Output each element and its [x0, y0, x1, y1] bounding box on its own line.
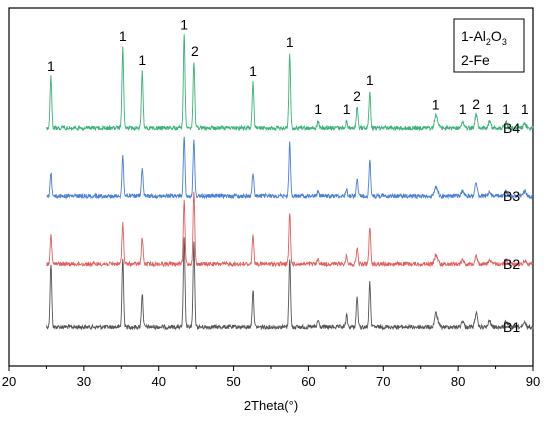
legend-entry-fe: 2-Fe: [461, 52, 490, 68]
x-tick-label: 50: [226, 374, 240, 389]
peak-label: 1: [47, 58, 55, 74]
x-tick-label: 30: [77, 374, 91, 389]
peak-label: 1: [432, 97, 440, 113]
peak-label: 1: [521, 101, 529, 117]
peak-label: 1: [366, 72, 374, 88]
series-label-layer: B1 B2 B3 B4: [503, 120, 520, 335]
x-axis-title: 2Theta(°): [244, 398, 298, 413]
x-tick-label: 20: [2, 374, 16, 389]
peak-label: 1: [502, 101, 510, 117]
x-tick-label: 40: [151, 374, 165, 389]
series-layer: [45, 34, 534, 331]
peak-label: 2: [191, 43, 199, 59]
x-tick-label: 90: [526, 374, 540, 389]
series-line-b3: [46, 136, 534, 200]
x-axis: 20 30 40 50 60 70 80 90: [2, 366, 540, 389]
legend-box: [453, 18, 525, 73]
series-label-b2: B2: [503, 256, 520, 272]
peak-label: 1: [286, 34, 294, 50]
peak-label: 1: [486, 101, 494, 117]
x-tick-label: 70: [376, 374, 390, 389]
peak-label: 1: [459, 101, 467, 117]
peak-label: 2: [472, 96, 480, 112]
legend-entry-al2o3: 1-Al2O3: [461, 28, 507, 47]
peak-label: 1: [249, 63, 257, 79]
peak-label: 1: [180, 17, 188, 33]
legend: 1-Al2O3 2-Fe: [453, 18, 525, 73]
series-label-b3: B3: [503, 188, 520, 204]
peak-label: 1: [138, 52, 146, 68]
series-line-b4: [45, 34, 534, 132]
series-label-b4: B4: [503, 120, 520, 136]
peak-label: 1: [343, 101, 351, 117]
series-line-b2: [46, 191, 534, 268]
peak-label: 2: [353, 88, 361, 104]
peak-label: 1: [314, 101, 322, 117]
series-label-b1: B1: [503, 319, 520, 335]
x-tick-label: 60: [301, 374, 315, 389]
series-line-b1: [45, 237, 534, 331]
x-tick-label: 80: [451, 374, 465, 389]
peak-label: 1: [119, 28, 127, 44]
